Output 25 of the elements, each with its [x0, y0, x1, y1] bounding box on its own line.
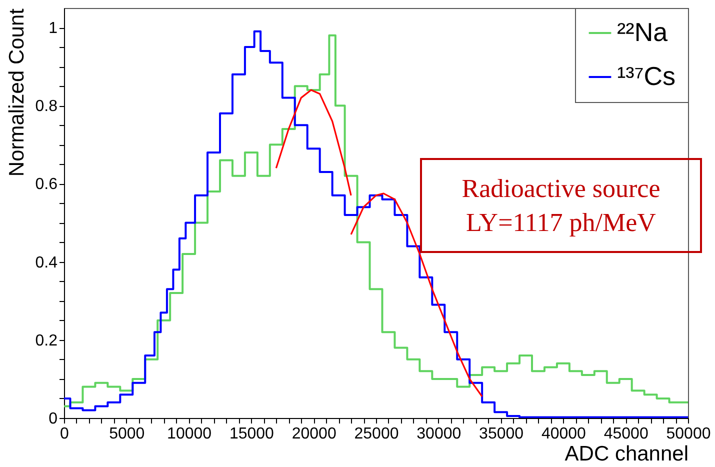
annotation: Radioactive source — [460, 173, 662, 205]
y-tick-label: 0.4 — [35, 254, 58, 272]
x-tick-label: 35000 — [479, 426, 524, 442]
line-series — [275, 89, 352, 196]
x-tick-label: 25000 — [354, 426, 399, 442]
y-tick-label: 1 — [48, 20, 58, 38]
annotation: LY=1117 ph/MeV — [465, 207, 657, 239]
x-tick-label: 5000 — [109, 426, 145, 442]
y-tick-label: 0.6 — [35, 176, 58, 194]
legend-label: ¹³⁷Cs — [617, 61, 676, 91]
legend-label: ²²Na — [617, 17, 668, 47]
x-tick-label: 45000 — [604, 426, 648, 442]
y-tick-label: 0.8 — [35, 98, 58, 116]
x-tick-label: 40000 — [541, 426, 586, 442]
x-tick-label: 15000 — [229, 426, 274, 442]
x-tick-label: 20000 — [292, 426, 336, 442]
x-tick-label: 30000 — [416, 426, 462, 442]
x-tick-label: 10000 — [167, 426, 212, 442]
y-axis-title: Normalized Count — [5, 8, 28, 177]
x-axis-title: ADC channel — [564, 442, 688, 466]
x-tick-label: 50000 — [666, 426, 711, 442]
y-tick-label: 0.2 — [35, 332, 58, 350]
text-box: Radioactive source LY=1117 ph/MeV — [420, 158, 702, 253]
x-tick-label: 0 — [60, 426, 70, 442]
y-tick-label: 0 — [48, 410, 58, 428]
